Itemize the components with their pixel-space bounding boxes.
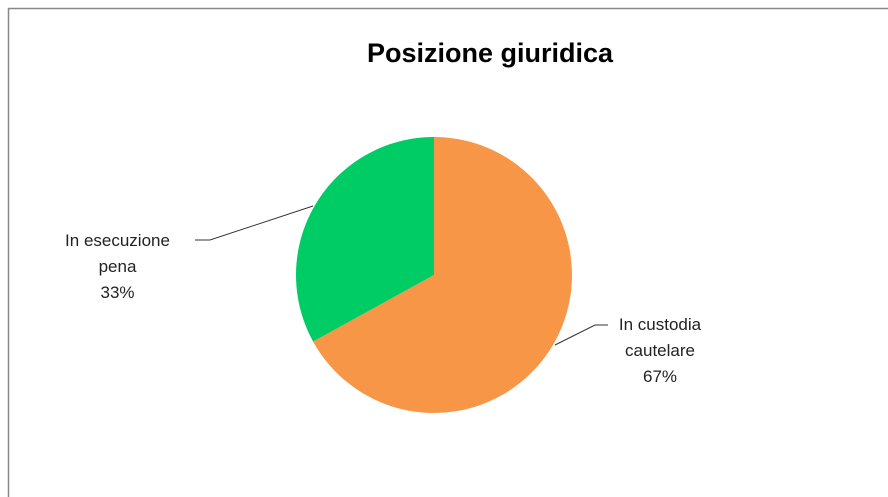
category-label: In esecuzione pena (65, 231, 170, 276)
leader-line (195, 205, 314, 241)
value-label: 67% (642, 367, 678, 386)
pie-slice (295, 137, 434, 342)
pie-slice (313, 137, 572, 413)
category-label: In custodia cautelare (618, 315, 702, 360)
leader-line (554, 324, 608, 346)
slice-label: In esecuzione pena 33% (45, 228, 190, 306)
chart-title: Posizione giuridica (366, 38, 614, 68)
value-label: 33% (100, 283, 135, 302)
slice-label: In custodia cautelare 67% (600, 312, 720, 390)
